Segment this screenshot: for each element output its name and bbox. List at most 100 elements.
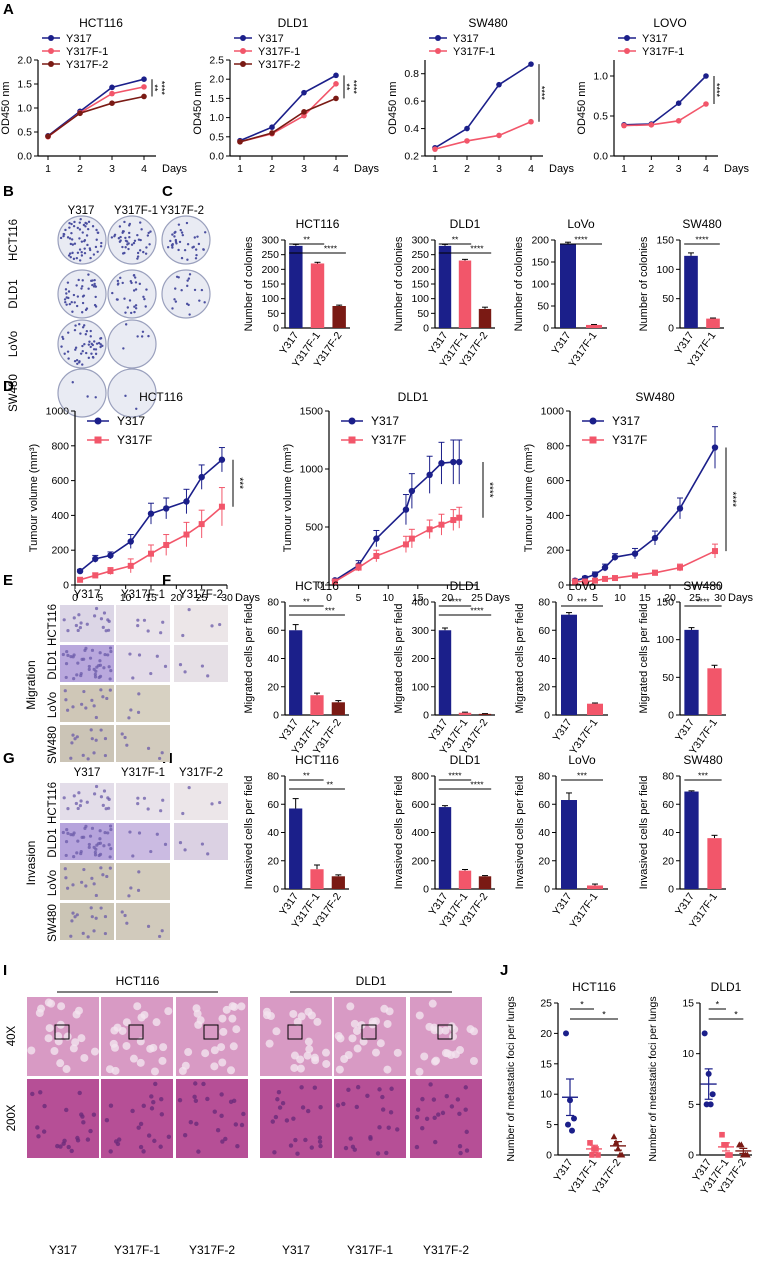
data-point (408, 487, 416, 495)
x-tick-label: 4 (528, 163, 534, 175)
colony-dot (80, 251, 83, 254)
colony-dot (146, 234, 150, 237)
column-label: Y317F-1 (121, 767, 165, 779)
colony-dot (94, 348, 98, 351)
cell-dot (82, 867, 86, 872)
x-tick-label: 3 (496, 163, 502, 175)
tissue-spot (436, 1112, 441, 1117)
tissue-spot (159, 1112, 165, 1117)
colony-dot (70, 231, 73, 235)
cell-dot (106, 653, 110, 657)
colony-dot (89, 256, 92, 260)
tissue-spot (463, 1107, 468, 1112)
cell-dot (104, 807, 108, 811)
column-label: Y317F-2 (160, 205, 204, 217)
cell-dot (105, 696, 109, 701)
y-tick-label: 150 (656, 597, 674, 609)
tissue-spot (305, 1045, 314, 1054)
bar (332, 306, 346, 328)
tissue-spot (464, 1129, 469, 1135)
y-tick-label: 2.0 (209, 74, 224, 86)
y-axis-label: Migrated cells per field (393, 603, 405, 713)
cell-dot (76, 806, 80, 811)
tissue-spot (463, 1085, 468, 1090)
legend-marker (240, 35, 246, 41)
sig-marker: **** (349, 80, 359, 95)
cell-dot (109, 649, 113, 654)
tissue-spot (220, 1139, 225, 1144)
tissue-spot (141, 1149, 146, 1154)
cell-dot (98, 829, 102, 833)
x-tick-label: 3 (676, 163, 682, 175)
tissue-spot (348, 1136, 353, 1141)
colony-dot (69, 242, 73, 246)
sig-marker: **** (712, 83, 722, 98)
x-tick-label: 0 (567, 592, 573, 604)
colony-dot (123, 220, 126, 224)
series-line (47, 95, 145, 137)
cell-dot (94, 784, 99, 789)
colony-dot (91, 283, 94, 287)
colony-dot (175, 275, 179, 278)
tissue-spot (149, 1106, 155, 1111)
cell-dot (98, 837, 102, 841)
tissue-spot (138, 1144, 144, 1150)
y-tick-label: 0 (423, 323, 429, 335)
data-point (218, 456, 226, 463)
y-axis-label: Migrated cells per field (514, 603, 526, 713)
tissue-spot (81, 1120, 86, 1125)
y-tick-label: 100 (531, 279, 549, 291)
petri-dish (107, 368, 157, 418)
cell-dot (82, 689, 86, 694)
tissue-spot (88, 1128, 93, 1134)
colony-dot (180, 256, 184, 260)
row-label: 40X (6, 1025, 18, 1046)
cell-dot (107, 843, 111, 847)
cell-dot (84, 824, 88, 828)
colony-dot (174, 238, 178, 242)
legend-marker (240, 48, 246, 54)
tissue-spot (444, 1094, 449, 1099)
bar (289, 808, 303, 889)
data-point (592, 577, 598, 584)
colony-dot (72, 257, 76, 261)
colony-dot (110, 236, 114, 239)
bar (707, 838, 722, 889)
colony-dot (90, 279, 93, 283)
y-axis-label: Migrated cells per field (638, 603, 650, 713)
colony-dot (147, 231, 150, 235)
bar (310, 263, 325, 328)
bar (684, 791, 699, 889)
x-tick-label: 0 (72, 592, 78, 604)
cell-dot (120, 910, 124, 914)
y-tick-label: 50 (417, 308, 429, 320)
tissue-spot (27, 1046, 36, 1055)
category-label: Y317 (551, 717, 575, 744)
colony-dot (149, 230, 152, 233)
tissue-spot (272, 1150, 277, 1155)
data-point (109, 90, 115, 97)
micrograph-grid-panelG: Y317 Y317F-1 Y317F-2 HCT116 DLD1 LoVo SW480 Inv… (24, 767, 228, 942)
row-label: LoVo (8, 331, 20, 357)
bar (561, 800, 577, 889)
colony-dot (80, 240, 84, 243)
cell-dot (92, 845, 96, 849)
group-label: Migration (24, 660, 38, 709)
legend-label: Y317F-1 (642, 46, 684, 58)
y-tick-label: 150 (656, 235, 674, 247)
colony-dot (194, 248, 198, 251)
column-label: Y317F-2 (189, 1243, 235, 1257)
colony-dot (202, 248, 205, 251)
colony-dot (67, 290, 71, 293)
cell-dot (159, 809, 163, 813)
data-point (631, 550, 639, 557)
tissue-spot (280, 1100, 286, 1106)
chart-title: DLD1 (450, 753, 481, 767)
data-point (198, 521, 205, 528)
tissue-spot (129, 1054, 138, 1063)
sig-marker: **** (726, 492, 737, 508)
tissue-spot (159, 1043, 168, 1052)
colony-dot (119, 235, 122, 239)
y-tick-label: 0 (668, 710, 674, 722)
colony-dot (118, 240, 122, 244)
